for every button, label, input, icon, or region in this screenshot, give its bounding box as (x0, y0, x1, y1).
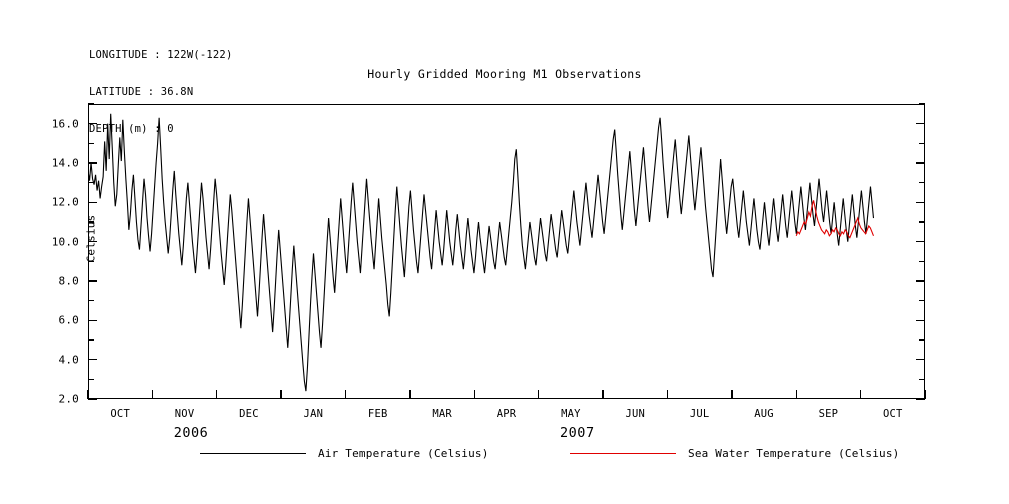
y-tick-label: 10.0 (51, 235, 79, 249)
x-tick-label: MAR (432, 408, 452, 420)
x-tick (795, 390, 797, 399)
x-tick (731, 390, 733, 399)
y-tick-right (919, 181, 925, 184)
x-tick (280, 390, 282, 399)
plot-area: Celsius 2.0 4.0 6.0 8.0 10.0 12.0 14.0 16.0 OCT N… (52, 103, 926, 441)
latitude-text: LATITUDE : 36.8N (89, 86, 194, 99)
y-tick (88, 142, 94, 145)
y-tick (88, 378, 94, 381)
x-tick (666, 390, 669, 399)
y-tick-label: 8.0 (58, 274, 79, 288)
y-tick-right (916, 358, 925, 361)
chart-title: Hourly Gridded Mooring M1 Observations (367, 67, 642, 81)
y-tick (88, 299, 94, 302)
y-tick (88, 201, 97, 204)
y-tick (88, 221, 94, 223)
y-tick-right (916, 319, 925, 322)
y-tick (88, 339, 94, 341)
x-tick (216, 390, 218, 399)
depth-text: DEPTH (m) : 0 (89, 123, 174, 136)
y-tick-right (919, 260, 925, 263)
series-line (88, 113, 875, 392)
x-axis-year-label: 2007 (560, 425, 595, 441)
x-tick-label: JUL (689, 408, 710, 420)
x-tick (537, 390, 540, 399)
longitude-text: LONGITUDE : 122W(-122) (89, 48, 233, 61)
y-tick-label: 6.0 (58, 313, 79, 327)
x-tick-label: DEC (239, 408, 259, 420)
legend-label: Sea Water Temperature (Celsius) (688, 447, 900, 460)
x-tick-label: AUG (754, 408, 774, 420)
series-line (795, 200, 875, 239)
y-tick (88, 181, 94, 184)
y-tick-right (916, 201, 925, 204)
y-tick-right (916, 280, 925, 282)
x-tick (151, 390, 154, 399)
y-tick-label: 16.0 (51, 117, 79, 131)
y-tick-label: 14.0 (51, 156, 79, 170)
chart-legend: Air Temperature (Celsius) Sea Water Tempe… (0, 447, 1009, 471)
x-tick (602, 390, 604, 399)
x-tick (409, 390, 411, 399)
y-tick (88, 319, 97, 322)
x-axis-year-label: 2006 (173, 425, 209, 441)
y-tick-right (916, 240, 925, 243)
x-tick-label: NOV (174, 408, 195, 420)
y-tick (88, 358, 97, 361)
x-tick-label: MAY (561, 408, 581, 420)
legend-item: Sea Water Temperature (Celsius) (570, 447, 900, 460)
x-tick-label: OCT (110, 408, 130, 420)
series-lines (88, 113, 875, 392)
y-tick (88, 122, 97, 125)
y-tick (88, 162, 97, 164)
x-tick-label: OCT (883, 408, 903, 420)
x-tick (87, 390, 89, 399)
y-tick-right (919, 299, 925, 302)
y-tick-label: 2.0 (58, 392, 79, 406)
y-tick (88, 280, 97, 282)
y-tick-right (916, 162, 925, 164)
y-tick-right (919, 378, 925, 381)
y-tick (88, 260, 94, 263)
x-tick-label: SEP (818, 408, 839, 420)
legend-line-swatch (200, 452, 306, 455)
legend-line-swatch (570, 452, 676, 455)
y-tick (88, 103, 94, 105)
y-tick-right (919, 103, 925, 105)
x-tick-label: JAN (303, 408, 324, 420)
x-tick (924, 390, 926, 399)
y-tick-right (919, 142, 925, 145)
y-tick-right (916, 122, 925, 125)
station-metadata: LONGITUDE : 122W(-122) LATITUDE : 36.8N … (89, 24, 232, 148)
legend-label: Air Temperature (Celsius) (318, 447, 489, 460)
y-tick-right (916, 398, 925, 400)
y-tick (88, 398, 97, 400)
y-tick (88, 240, 97, 243)
x-tick (859, 390, 862, 399)
x-tick-label: FEB (367, 408, 388, 420)
plot-frame (88, 104, 925, 399)
x-tick-label: JUN (625, 408, 646, 420)
y-tick-right (919, 221, 925, 223)
x-tick (473, 390, 475, 399)
y-tick-label: 4.0 (58, 353, 79, 367)
y-tick-label: 12.0 (51, 195, 79, 209)
legend-item: Air Temperature (Celsius) (200, 447, 489, 460)
x-tick (344, 390, 347, 399)
y-tick-right (919, 339, 925, 341)
x-tick-label: APR (496, 408, 517, 420)
